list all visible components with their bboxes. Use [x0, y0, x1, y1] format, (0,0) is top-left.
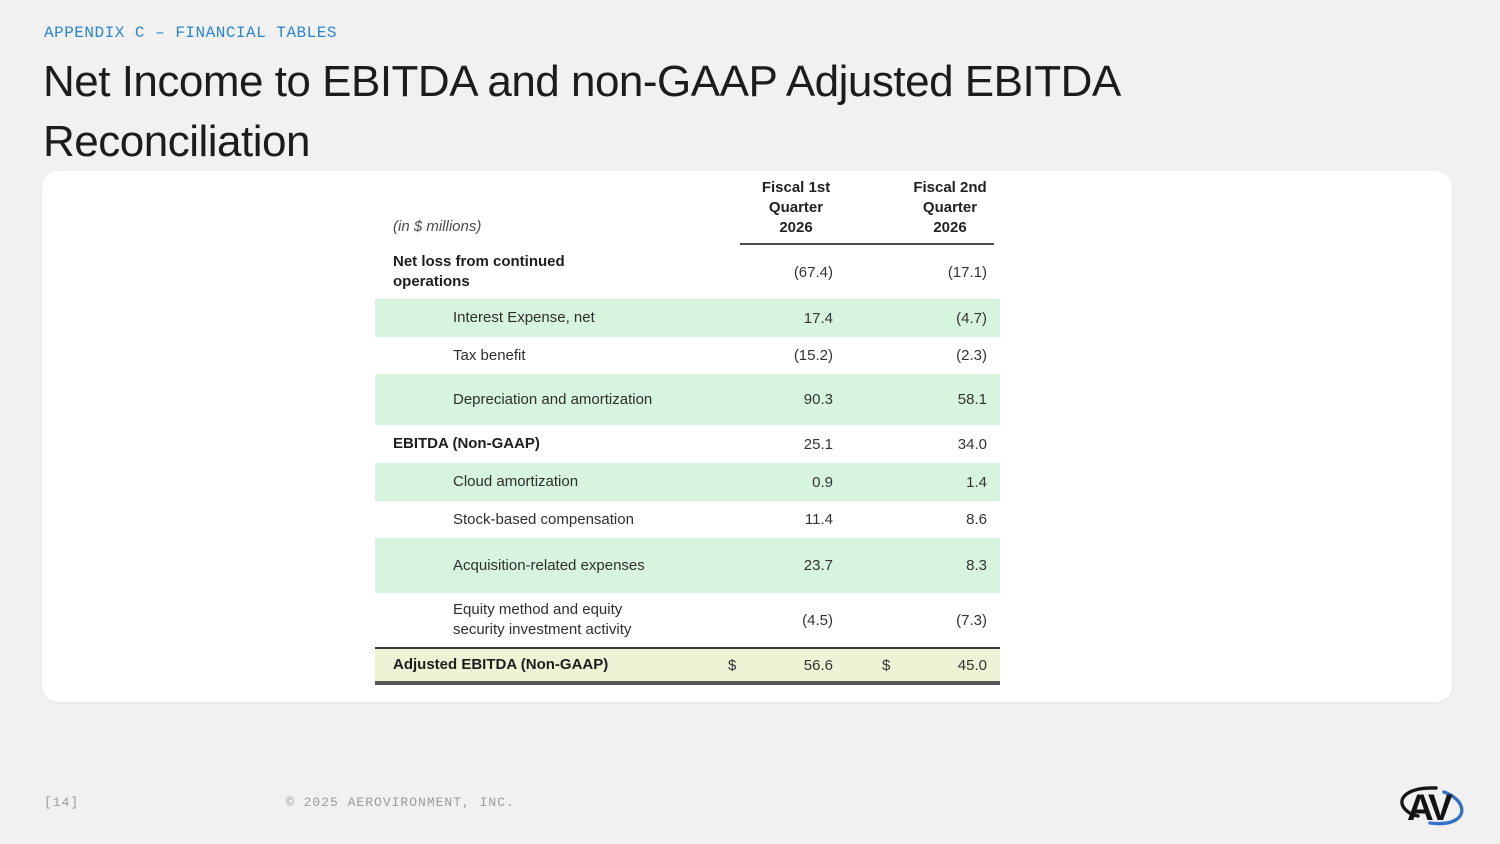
q2-value: 34.0 — [957, 435, 987, 453]
q2-value: (7.3) — [956, 611, 987, 629]
q1-value: 56.6 — [803, 656, 833, 674]
q2-value: 1.4 — [966, 473, 987, 491]
column-header-q2: Fiscal 2nd Quarter 2026 — [882, 178, 987, 238]
q2-value: 8.3 — [966, 557, 987, 574]
q1-value-cell: 0.9 — [728, 474, 833, 491]
q2-value-cell: (2.3) — [882, 347, 987, 364]
currency-symbol: $ — [728, 656, 737, 674]
av-logo-icon: AV — [1400, 786, 1464, 828]
q2-value-cell: 1.4 — [882, 474, 987, 491]
q2-value: (4.7) — [956, 309, 987, 327]
row-label: Cloud amortization — [453, 473, 579, 490]
q1-value-cell: (4.5) — [728, 612, 833, 629]
row-label: EBITDA (Non-GAAP) — [393, 435, 540, 452]
q2-value-cell: 34.0 — [882, 436, 987, 453]
q1-value-cell: 17.4 — [728, 310, 833, 327]
row-label: Net loss from continued operations — [393, 253, 565, 290]
financial-table: (in $ millions) Fiscal 1st Quarter 2026 … — [375, 179, 1000, 685]
currency-symbol: $ — [882, 656, 891, 674]
table-row: Acquisition-related expenses 23.7 8.3 — [375, 538, 1000, 593]
q1-value-cell: 25.1 — [728, 436, 833, 453]
table-row: Depreciation and amortization 90.3 58.1 — [375, 374, 1000, 425]
table-row: Cloud amortization 0.9 1.4 — [375, 463, 1000, 501]
q2-value-cell: 8.6 — [882, 511, 987, 528]
table-row: Interest Expense, net 17.4 (4.7) — [375, 299, 1000, 337]
table-row: Equity method and equity security invest… — [375, 593, 1000, 647]
av-logo-text: AV — [1407, 787, 1453, 828]
row-label: Adjusted EBITDA (Non-GAAP) — [393, 656, 609, 673]
column-header-q1: Fiscal 1st Quarter 2026 — [728, 178, 833, 238]
table-header-row: (in $ millions) Fiscal 1st Quarter 2026 … — [375, 179, 1000, 243]
q1-value-cell: (15.2) — [728, 347, 833, 364]
column-header-q1-label: Fiscal 1st Quarter 2026 — [761, 179, 831, 236]
q2-value: (2.3) — [956, 347, 987, 364]
q2-value: 58.1 — [957, 391, 987, 408]
q2-value-cell: 58.1 — [882, 391, 987, 408]
table-row: Adjusted EBITDA (Non-GAAP) $56.6 $45.0 — [375, 647, 1000, 685]
q1-value-cell: 23.7 — [728, 557, 833, 574]
row-label: Tax benefit — [453, 346, 526, 364]
header-underline — [740, 243, 994, 245]
q1-value: 17.4 — [803, 309, 833, 327]
q1-value: 0.9 — [812, 473, 833, 491]
q2-value: (17.1) — [947, 263, 987, 281]
table-row: Stock-based compensation 11.4 8.6 — [375, 501, 1000, 538]
row-label: Acquisition-related expenses — [453, 556, 645, 574]
q2-value-cell: (4.7) — [882, 310, 987, 327]
q2-value-cell: (17.1) — [882, 264, 987, 281]
row-label: Depreciation and amortization — [453, 390, 653, 408]
q1-value: 23.7 — [803, 557, 833, 574]
q2-value: 8.6 — [966, 511, 987, 528]
q1-value-cell: $56.6 — [728, 657, 833, 674]
q1-value-cell: 11.4 — [728, 511, 833, 528]
financial-table-body: Net loss from continued operations (67.4… — [375, 245, 1000, 685]
row-label: Interest Expense, net — [453, 309, 595, 326]
units-note: (in $ millions) — [393, 218, 482, 235]
q1-value: 25.1 — [803, 435, 833, 453]
column-header-q2-label: Fiscal 2nd Quarter 2026 — [913, 179, 987, 236]
q1-value: (4.5) — [802, 611, 833, 629]
aerovironment-logo: AV — [1392, 779, 1468, 831]
q1-value-cell: 90.3 — [728, 391, 833, 408]
q1-value: (67.4) — [793, 263, 833, 281]
row-label: Stock-based compensation — [453, 510, 634, 528]
q1-value: 90.3 — [803, 391, 833, 408]
q2-value-cell: (7.3) — [882, 612, 987, 629]
page-title: Net Income to EBITDA and non-GAAP Adjust… — [43, 57, 1119, 166]
q1-value: 11.4 — [804, 511, 833, 528]
row-label: Equity method and equity security invest… — [453, 601, 632, 638]
q1-value-cell: (67.4) — [728, 264, 833, 281]
table-row: Net loss from continued operations (67.4… — [375, 245, 1000, 299]
q2-value: 45.0 — [957, 656, 987, 674]
table-card: (in $ millions) Fiscal 1st Quarter 2026 … — [42, 171, 1452, 702]
copyright-text: © 2025 AEROVIRONMENT, INC. — [286, 795, 515, 810]
q1-value: (15.2) — [793, 347, 833, 364]
table-row: EBITDA (Non-GAAP) 25.1 34.0 — [375, 425, 1000, 463]
page-number: [14] — [44, 795, 80, 810]
q2-value-cell: 8.3 — [882, 557, 987, 574]
table-row: Tax benefit (15.2) (2.3) — [375, 337, 1000, 374]
appendix-label: APPENDIX C – FINANCIAL TABLES — [44, 24, 337, 42]
q2-value-cell: $45.0 — [882, 657, 987, 674]
